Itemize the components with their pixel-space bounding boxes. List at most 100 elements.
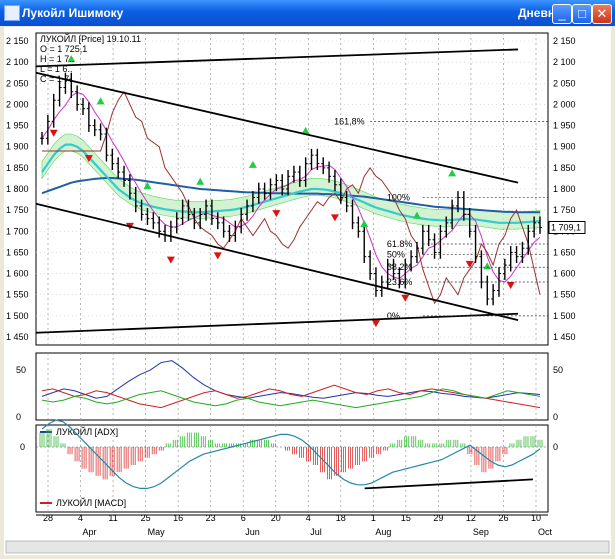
price-high-value: H = 1 7.. — [40, 54, 74, 64]
adx-series-line — [41, 388, 541, 409]
fibonacci-level-label: 0% — [387, 311, 400, 321]
adx-y-tick-left: 50 — [16, 365, 26, 375]
fibonacci-level-label: 38.2% — [387, 262, 413, 272]
support-bottom-line — [35, 312, 519, 334]
x-tick-label: 25 — [141, 513, 151, 523]
y-tick-label-right: 1 500 — [553, 311, 576, 321]
buy-signal-arrow — [301, 127, 310, 135]
last-price-value: 1 709,1 — [551, 222, 581, 232]
adx-y-tick-right: 50 — [553, 365, 563, 375]
cyan-moving-average — [41, 143, 541, 224]
channel-upper-line — [35, 71, 519, 184]
x-tick-label: 29 — [433, 513, 443, 523]
y-tick-label-right: 2 050 — [553, 78, 576, 88]
sell-signal-arrow — [465, 260, 474, 268]
x-tick-label: 4 — [306, 513, 311, 523]
price-low-value: L = 1 6.. — [40, 64, 72, 74]
x-tick-label: 4 — [78, 513, 83, 523]
maximize-button[interactable]: □ — [572, 4, 592, 24]
x-tick-label: 18 — [336, 513, 346, 523]
y-tick-label-left: 1 550 — [6, 290, 29, 300]
y-tick-label-left: 1 800 — [6, 184, 29, 194]
x-month-label: Oct — [538, 527, 553, 537]
x-month-label: Sep — [473, 527, 489, 537]
buy-signal-arrow — [248, 160, 257, 168]
title-bar[interactable]: Лукойл Ишимоку Дневной _ □ ✕ — [0, 0, 615, 26]
x-month-label: Jun — [245, 527, 260, 537]
y-tick-label-left: 1 950 — [6, 121, 29, 131]
x-tick-label: 6 — [241, 513, 246, 523]
x-month-label: Apr — [83, 527, 97, 537]
buy-signal-arrow — [143, 182, 152, 189]
buy-signal-arrow — [448, 169, 457, 177]
y-tick-label-right: 1 950 — [553, 121, 576, 131]
adx-series-line — [41, 384, 541, 409]
y-tick-label-right: 1 450 — [553, 332, 576, 342]
y-tick-label-right: 1 550 — [553, 290, 576, 300]
y-tick-label-left: 2 150 — [6, 36, 29, 46]
x-tick-label: 11 — [108, 513, 117, 523]
y-tick-label-left: 2 050 — [6, 78, 29, 88]
y-tick-label-right: 2 100 — [553, 57, 576, 67]
y-tick-label-right: 1 600 — [553, 269, 576, 279]
y-tick-label-right: 1 650 — [553, 247, 576, 257]
fibonacci-level-label: 161,8% — [334, 116, 365, 126]
buy-signal-arrow — [360, 220, 369, 228]
adx-y-tick-left: 0 — [16, 412, 21, 422]
x-month-label: Jul — [310, 527, 322, 537]
y-tick-label-left: 1 500 — [6, 311, 29, 321]
buy-signal-arrow — [196, 177, 205, 185]
y-tick-label-left: 1 850 — [6, 163, 29, 173]
window-title: Лукойл Ишимоку — [22, 6, 124, 20]
fibonacci-level-label: 61.8% — [387, 239, 413, 249]
adx-legend-label: ЛУКОЙЛ [ADX] — [56, 426, 118, 437]
x-tick-label: 28 — [43, 513, 53, 523]
x-tick-label: 16 — [173, 513, 183, 523]
macd-y-tick-right: 0 — [553, 442, 558, 452]
y-tick-label-right: 1 750 — [553, 205, 576, 215]
fibonacci-level-label: 50% — [387, 250, 405, 260]
price-header-name: ЛУКОЙЛ [Price] 19.10.11 — [40, 33, 141, 44]
y-tick-label-left: 1 700 — [6, 226, 29, 236]
resistance-top-line — [35, 48, 519, 68]
fibonacci-level-label: 23.6% — [387, 277, 413, 287]
sell-signal-arrow — [401, 294, 410, 302]
close-button[interactable]: ✕ — [592, 4, 612, 24]
chart-svg: 28 4 11 25 16 23 6 20 4 18 1 15 29 12 26 10 Apr May Jun Jul… — [5, 32, 610, 554]
chart-app-icon — [4, 5, 20, 21]
y-tick-label-left: 1 750 — [6, 205, 29, 215]
y-tick-label-left: 1 900 — [6, 142, 29, 152]
price-open-value: O = 1 725,1 — [40, 44, 87, 54]
y-tick-label-right: 2 150 — [553, 36, 576, 46]
adx-series-line — [41, 360, 541, 399]
sell-signal-arrow — [84, 155, 93, 163]
buy-signal-arrow — [96, 97, 105, 105]
chart-area: 28 4 11 25 16 23 6 20 4 18 1 15 29 12 26 10 Apr May Jun Jul… — [4, 27, 611, 555]
macd-legend-label: ЛУКОЙЛ [MACD] — [56, 497, 126, 508]
y-tick-label-left: 2 100 — [6, 57, 29, 67]
sell-signal-arrow — [371, 320, 380, 328]
y-tick-label-left: 1 600 — [6, 269, 29, 279]
tenkan-line — [41, 92, 541, 283]
x-month-label: May — [148, 527, 166, 537]
x-tick-label: 12 — [466, 513, 476, 523]
x-tick-label: 20 — [271, 513, 281, 523]
x-tick-label: 26 — [498, 513, 508, 523]
channel-lower-line — [35, 202, 519, 321]
macd-signal-line — [41, 419, 541, 489]
x-tick-label: 23 — [206, 513, 216, 523]
minimize-button[interactable]: _ — [552, 4, 572, 24]
sell-signal-arrow — [272, 210, 281, 218]
x-month-label: Aug — [375, 527, 391, 537]
sell-signal-arrow — [330, 214, 339, 222]
horizontal-scrollbar — [5, 540, 610, 554]
y-tick-label-left: 2 000 — [6, 99, 29, 109]
x-tick-label: 1 — [371, 513, 376, 523]
fibonacci-level-label: 100% — [387, 192, 410, 202]
y-tick-label-right: 2 000 — [553, 99, 576, 109]
x-tick-label: 10 — [531, 513, 541, 523]
y-tick-label-right: 1 900 — [553, 142, 576, 152]
price-close-value: C = 1 7.. — [40, 74, 74, 84]
y-tick-label-right: 1 800 — [553, 184, 576, 194]
